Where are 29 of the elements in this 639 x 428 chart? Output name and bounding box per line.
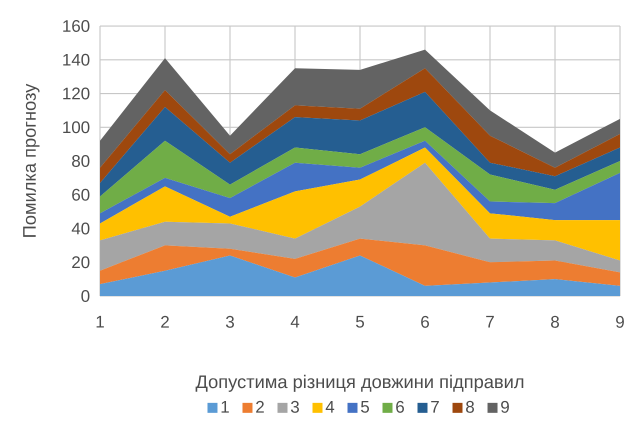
y-tick-label: 120 (63, 88, 90, 100)
legend-label: 9 (501, 400, 509, 413)
x-tick-label: 6 (421, 316, 429, 328)
legend-label: 7 (431, 400, 439, 413)
y-axis-title: Помилка прогнозу (23, 84, 40, 237)
y-tick-label: 160 (63, 20, 90, 32)
y-tick-label: 100 (63, 121, 90, 134)
y-tick-label: 0 (81, 290, 90, 302)
y-tick-label: 40 (72, 222, 90, 234)
x-tick-label: 1 (96, 316, 104, 328)
y-tick-label: 140 (63, 54, 90, 66)
x-axis-title: Допустима різниця довжини підправил (196, 374, 524, 392)
legend-label: 1 (222, 400, 229, 413)
y-tick-label: 20 (72, 256, 90, 268)
legend-label: 6 (396, 400, 404, 413)
x-tick-label: 2 (161, 316, 169, 328)
legend-label: 3 (290, 400, 299, 413)
x-tick-label: 9 (616, 316, 624, 328)
x-tick-label: 8 (551, 316, 559, 328)
legend-label: 5 (360, 400, 369, 413)
x-tick-label: 7 (486, 316, 494, 328)
legend-label: 8 (466, 400, 474, 413)
x-tick-label: 4 (290, 316, 300, 328)
y-tick-label: 80 (72, 155, 90, 167)
x-tick-label: 5 (356, 316, 364, 328)
x-tick-label: 3 (226, 316, 234, 328)
legend-label: 4 (326, 400, 334, 413)
legend-label: 2 (256, 400, 264, 413)
y-tick-label: 60 (72, 188, 90, 201)
